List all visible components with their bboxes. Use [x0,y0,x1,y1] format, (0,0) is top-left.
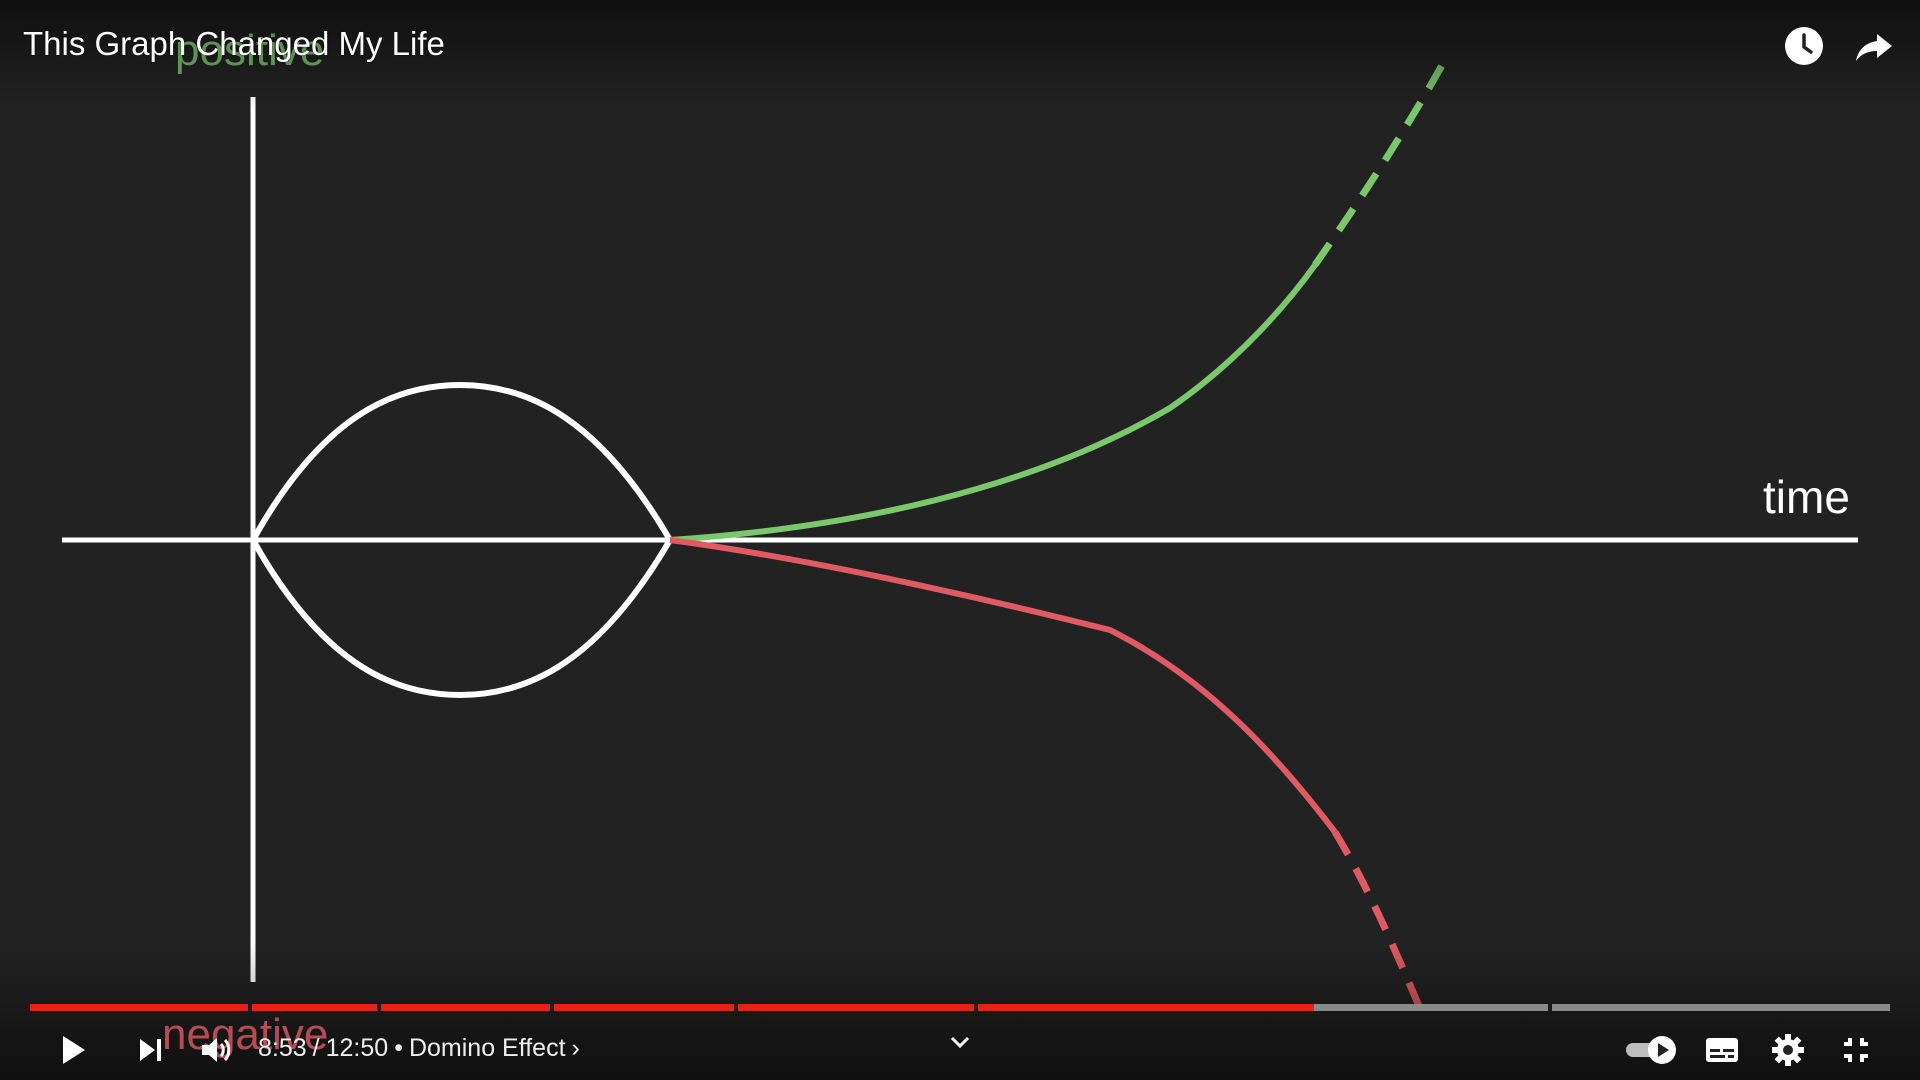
progress-bar[interactable] [30,1004,1890,1011]
volume-icon [202,1038,231,1062]
next-icon [140,1039,161,1061]
negative-label: negative [162,1010,329,1059]
watch-later-button[interactable] [1780,22,1828,70]
share-button[interactable] [1850,22,1898,70]
time-separator: / [312,1034,320,1062]
time-axis-label: time [1763,471,1850,523]
volume-button[interactable] [190,1024,242,1076]
chapter-segment[interactable] [978,1004,1548,1011]
current-time: 8:53 [258,1034,307,1062]
chapter-title[interactable]: Domino Effect [408,1034,566,1062]
early-oscillation-upper [250,381,673,542]
captions-icon [1706,1038,1738,1062]
captions-button[interactable] [1696,1024,1748,1076]
autoplay-toggle-icon [1626,1036,1676,1064]
video-title[interactable]: This Graph Changed My Life [23,25,445,62]
play-button[interactable] [46,1024,98,1076]
positive-label: positive [175,26,325,75]
duration: 12:50 [325,1034,389,1062]
next-button[interactable] [124,1024,176,1076]
top-shade [0,0,1920,110]
chapter-segment[interactable] [738,1004,974,1011]
chapter-segment[interactable] [252,1004,377,1011]
exit-fullscreen-icon [1844,1038,1868,1062]
gear-icon [1772,1034,1804,1066]
chapter-segment[interactable] [381,1004,550,1011]
chapter-segment[interactable] [554,1004,734,1011]
settings-button[interactable] [1762,1024,1814,1076]
more-chapters-button[interactable] [940,1028,980,1060]
time-display: 8:53/12:50 • Domino Effect › [258,1032,586,1064]
player-controls: 8:53/12:50 • Domino Effect › [0,1020,1920,1080]
chapter-dot: • [394,1034,403,1062]
chapter-segment[interactable] [1552,1004,1890,1011]
clock-icon [1785,27,1823,65]
share-icon [1856,34,1892,61]
chevron-down-icon [950,1036,970,1049]
negative-curve [669,537,1338,834]
positive-curve [669,263,1318,543]
exit-fullscreen-button[interactable] [1830,1024,1882,1076]
early-oscillation-lower [250,538,673,699]
chapter-segment[interactable] [30,1004,248,1011]
play-icon [63,1036,85,1064]
chapter-chevron-icon[interactable]: › [571,1034,580,1062]
autoplay-toggle[interactable] [1624,1024,1682,1076]
